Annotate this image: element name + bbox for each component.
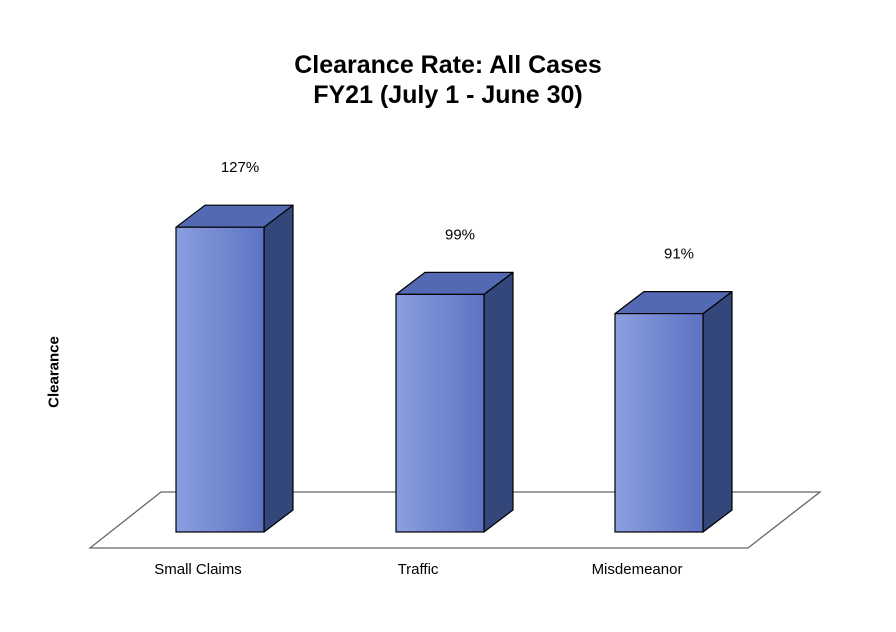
chart-title-line-1: Clearance Rate: All Cases — [294, 51, 602, 79]
bar-front-face — [175, 226, 265, 533]
bar-1 — [175, 204, 294, 533]
data-label-3: 91% — [664, 246, 694, 263]
x-tick-label-3: Misdemeanor — [592, 561, 683, 578]
x-tick-label-2: Traffic — [398, 561, 439, 578]
bar-3 — [614, 291, 733, 533]
bar-front-face — [614, 313, 704, 533]
bar-side-face — [702, 291, 733, 533]
bar-front-face — [395, 293, 485, 533]
chart-title-line-2: FY21 (July 1 - June 30) — [313, 81, 583, 109]
chart-title: Clearance Rate: All Cases FY21 (July 1 -… — [0, 50, 896, 110]
data-label-1: 127% — [221, 159, 259, 176]
x-tick-label-1: Small Claims — [154, 561, 242, 578]
bar-2 — [395, 271, 514, 533]
bar-side-face — [483, 271, 514, 533]
bar-side-face — [263, 204, 294, 533]
data-label-2: 99% — [445, 226, 475, 243]
